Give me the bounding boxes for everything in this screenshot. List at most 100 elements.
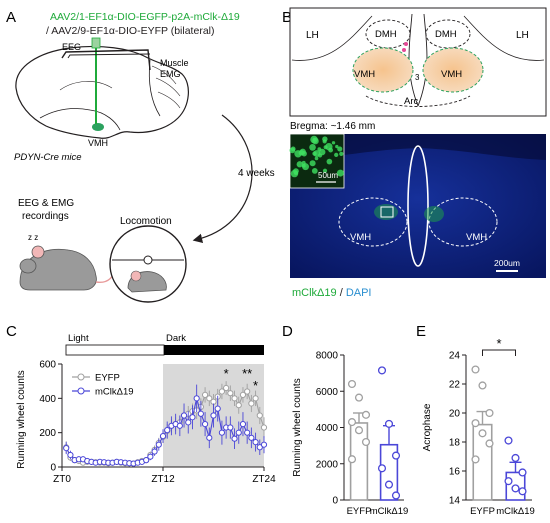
series-point [260, 424, 268, 431]
data-point [384, 480, 394, 489]
series-point [235, 402, 242, 409]
panel-letter-b: B [282, 9, 292, 26]
y-tick-label: 4000 [316, 423, 339, 434]
x-tick-label: ZT12 [151, 474, 175, 485]
data-point [478, 381, 487, 390]
light-bar [65, 344, 165, 356]
atlas-frame [289, 7, 547, 117]
x-tick-label: EYFP [470, 506, 495, 517]
data-point [361, 437, 371, 447]
series-point [256, 412, 263, 419]
emg-label: EMG [160, 69, 181, 79]
series-point [231, 395, 238, 402]
acrophase-bar-chart: 14 16 18 20 22 24 Acrophase EYFP mClkΔ19 * [422, 336, 535, 517]
inset-cell [318, 148, 326, 156]
y-axis-title: Running wheel counts [292, 378, 303, 476]
x-tick-label: ZT0 [53, 474, 71, 485]
y-tick-label: 400 [39, 394, 56, 405]
series-point [244, 388, 251, 395]
micro-vmh-right: VMH [466, 232, 487, 243]
data-point [518, 487, 527, 496]
series-point [201, 391, 209, 398]
y-axis-title: Running wheel counts [16, 370, 27, 468]
series-point [252, 395, 259, 402]
series-point [235, 429, 242, 436]
vmh-label-a: VMH [88, 138, 108, 148]
eeg-label: EEG [62, 42, 81, 52]
sleep-zz-icon: z z [28, 233, 38, 242]
series-point [164, 426, 171, 434]
data-point [377, 464, 387, 473]
inset-cell [312, 137, 319, 145]
atlas-vmh-right: VMH [441, 69, 462, 80]
atlas-dmh-left: DMH [375, 29, 397, 40]
brain-sagittal-icon [15, 45, 189, 139]
inset-cell [309, 160, 316, 167]
data-point [478, 429, 487, 438]
data-point [485, 408, 494, 418]
mouse-line-label: PDYN-Cre mice [14, 152, 82, 163]
y-axis-title: Acrophase [422, 403, 433, 451]
y-tick-label: 16 [449, 467, 461, 478]
inset-cell [326, 158, 333, 165]
significance-star: * [253, 378, 258, 393]
atlas-vmh-left: VMH [354, 69, 375, 80]
inset-cell [309, 144, 316, 151]
inset-cell [335, 144, 339, 149]
series-point [218, 429, 226, 436]
light-label: Light [68, 333, 89, 344]
bregma-label: Bregma: ~1.46 mm [290, 121, 375, 132]
data-point [504, 436, 513, 445]
series-point [223, 384, 230, 392]
inset-cell [325, 142, 333, 151]
data-point [504, 477, 513, 486]
series-point [231, 435, 238, 442]
panel-e: E 14 16 18 20 22 24 Acrophase EYFP mClkΔ19 * [416, 323, 535, 517]
atlas-arc: Arc [404, 96, 419, 107]
atlas-lh-right: LH [516, 30, 529, 41]
x-tick-label: mClkΔ19 [496, 506, 535, 517]
panel-b: B LH LH DMH DMH VMH VMH 3 Arc Bregma: ~1… [282, 7, 547, 299]
running-wheel-icon [109, 225, 187, 303]
inset-cell [322, 168, 328, 173]
dark-label: Dark [166, 333, 186, 344]
micro-vmh-left: VMH [350, 232, 371, 243]
series-point [155, 441, 162, 448]
inset-cell [337, 146, 343, 152]
y-tick-label: 18 [449, 438, 461, 449]
data-point [361, 410, 371, 419]
significance-star: ** [242, 366, 252, 381]
series-point [159, 433, 167, 440]
data-point [347, 455, 357, 464]
x-tick-label: EYFP [347, 506, 372, 517]
inset-cell [331, 141, 336, 145]
series-point [189, 414, 196, 421]
series-point [143, 457, 150, 464]
data-point [471, 365, 480, 374]
data-point [471, 419, 480, 428]
series-point [151, 448, 158, 455]
inset-cell [322, 139, 327, 144]
wheel-total-bar-chart: 0 2000 4000 6000 8000 Running wheel counts EYF… [292, 351, 408, 518]
stain-legend: mClkΔ19 / DAPI [292, 287, 372, 299]
series-point [180, 412, 188, 419]
series-point [218, 388, 226, 395]
atlas-schematic [291, 13, 545, 107]
y-tick-label: 200 [39, 428, 56, 439]
data-point [485, 439, 494, 448]
timeline-arrow-icon [192, 114, 253, 244]
scale-bar-label: 200um [494, 258, 520, 268]
data-point [377, 366, 387, 375]
legend-marker [77, 373, 85, 381]
inset-cell [334, 152, 339, 157]
y-tick-label: 600 [39, 360, 56, 371]
series-point [185, 419, 192, 426]
inset-cell [302, 163, 310, 171]
data-point [511, 453, 520, 463]
series-point [239, 391, 247, 398]
micrograph-image [289, 133, 546, 278]
data-point [518, 468, 527, 477]
y-tick-label: 6000 [316, 387, 339, 398]
series-point [239, 420, 247, 428]
